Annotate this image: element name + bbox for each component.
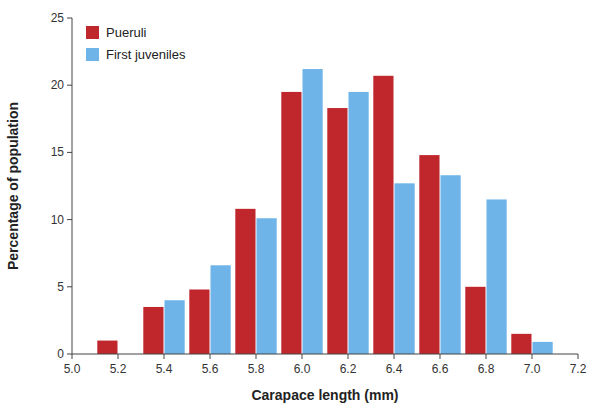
x-tick: [118, 354, 119, 359]
x-tick-label: 5.6: [202, 362, 219, 376]
legend: Pueruli First juveniles: [86, 25, 186, 62]
bar: [257, 218, 277, 354]
y-tick: [67, 152, 72, 153]
y-tick-label: 25: [51, 11, 65, 25]
bar: [465, 287, 485, 354]
bar: [189, 289, 209, 354]
x-tick-label: 5.0: [64, 362, 81, 376]
bar: [235, 209, 255, 354]
bar: [395, 183, 415, 354]
legend-swatch: [86, 48, 99, 61]
y-tick: [67, 354, 72, 355]
bar: [97, 341, 117, 354]
axes: 5.0 5.2 5.4 5.6 5.8 6.0 6.2 6.4 6.6 6.8 7.0 7.2 0 5 10…: [51, 11, 587, 376]
legend-label: First juveniles: [106, 47, 186, 62]
bar: [441, 175, 461, 354]
y-tick-label: 15: [51, 145, 65, 159]
x-tick: [578, 354, 579, 359]
y-tick: [67, 85, 72, 86]
x-tick: [440, 354, 441, 359]
bar: [533, 342, 553, 354]
x-tick: [72, 354, 73, 359]
x-tick: [210, 354, 211, 359]
y-tick: [67, 286, 72, 287]
bar: [211, 265, 231, 354]
bars: [97, 69, 552, 354]
x-tick: [302, 354, 303, 359]
x-tick-label: 6.6: [432, 362, 449, 376]
bar: [143, 307, 163, 354]
bar: [303, 69, 323, 354]
y-tick-label: 5: [57, 280, 64, 294]
x-tick-label: 6.8: [478, 362, 495, 376]
x-tick-label: 7.2: [570, 362, 587, 376]
x-tick-label: 6.0: [294, 362, 311, 376]
bar: [373, 76, 393, 354]
x-tick: [532, 354, 533, 359]
x-tick: [348, 354, 349, 359]
y-axis-line: [72, 18, 73, 354]
x-tick: [164, 354, 165, 359]
x-tick: [486, 354, 487, 359]
x-tick-label: 5.2: [110, 362, 127, 376]
x-axis-line: [72, 354, 578, 355]
x-tick-label: 5.8: [248, 362, 265, 376]
x-tick-label: 5.4: [156, 362, 173, 376]
bar: [349, 92, 369, 354]
x-tick-label: 7.0: [524, 362, 541, 376]
legend-label: Pueruli: [106, 25, 147, 40]
bar: [419, 155, 439, 354]
y-tick: [67, 219, 72, 220]
chart: 5.0 5.2 5.4 5.6 5.8 6.0 6.2 6.4 6.6 6.8 7.0 7.2 0 5 10…: [0, 0, 600, 412]
bar: [165, 300, 185, 354]
y-tick-label: 0: [57, 347, 64, 361]
y-axis-label: Percentage of population: [5, 102, 21, 270]
x-tick: [256, 354, 257, 359]
bar: [281, 92, 301, 354]
x-tick: [394, 354, 395, 359]
y-tick: [67, 18, 72, 19]
x-tick-label: 6.2: [340, 362, 357, 376]
bar: [327, 108, 347, 354]
y-tick-label: 20: [51, 78, 65, 92]
legend-swatch: [86, 26, 99, 39]
y-tick-label: 10: [51, 213, 65, 227]
x-axis-label: Carapace length (mm): [251, 387, 398, 403]
bar: [487, 199, 507, 354]
bar: [511, 334, 531, 354]
x-tick-label: 6.4: [386, 362, 403, 376]
